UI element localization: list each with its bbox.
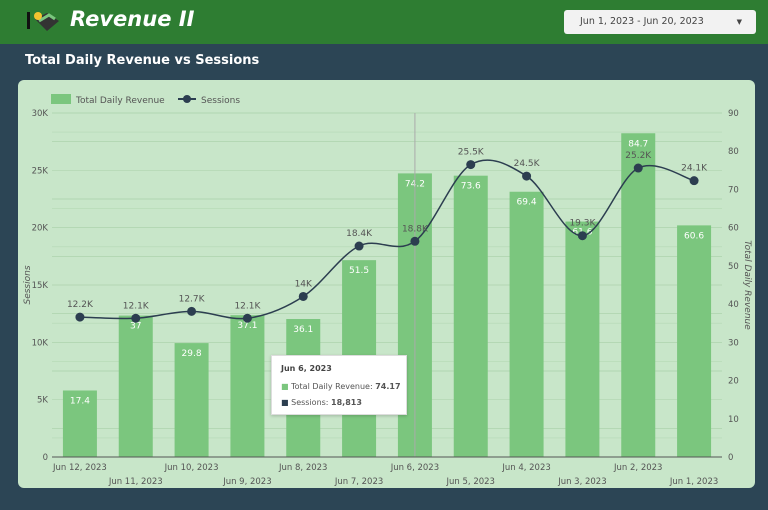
sessions-line <box>79 159 695 320</box>
sessions-data-label: 25.5K <box>458 148 485 158</box>
y2-tick-label: 90 <box>728 109 739 119</box>
y-tick-label: 15K <box>32 281 49 291</box>
y2-axis-title: Total Daily Revenue <box>742 240 752 330</box>
revenue-bar[interactable] <box>621 133 656 457</box>
tooltip-revenue-value: 74.17 <box>375 382 401 391</box>
sessions-point[interactable] <box>522 171 532 181</box>
y-tick-label: 20K <box>32 224 49 234</box>
sessions-point[interactable] <box>354 241 364 251</box>
x-tick-label: Jun 9, 2023 <box>222 477 271 487</box>
revenue-data-label: 51.5 <box>349 266 369 276</box>
date-range-value: Jun 1, 2023 - Jun 20, 2023 <box>580 16 704 27</box>
sessions-point[interactable] <box>466 160 476 170</box>
revenue-bar[interactable] <box>565 221 600 457</box>
chart-tooltip: Jun 6, 2023 ■ Total Daily Revenue: 74.17… <box>271 355 407 415</box>
tooltip-revenue-label: Total Daily Revenue: <box>291 382 373 391</box>
sessions-data-label: 19.3K <box>569 219 596 229</box>
tooltip-date: Jun 6, 2023 <box>281 364 332 373</box>
revenue-bar[interactable] <box>118 315 153 457</box>
chevron-down-icon: ▼ <box>736 18 742 26</box>
y2-tick-label: 70 <box>728 185 739 195</box>
x-tick-label: Jun 4, 2023 <box>501 463 550 473</box>
sessions-point[interactable] <box>75 312 85 322</box>
sessions-point[interactable] <box>577 231 587 241</box>
y-axis-title: Sessions <box>23 265 33 304</box>
legend-sessions[interactable]: Sessions <box>201 96 240 106</box>
legend-marker-sessions <box>183 95 191 103</box>
sessions-data-label: 18.4K <box>346 229 373 239</box>
x-tick-label: Jun 2, 2023 <box>613 463 662 473</box>
sessions-data-label: 12.2K <box>67 300 94 310</box>
sessions-point[interactable] <box>689 176 699 186</box>
tooltip-sessions-label: Sessions: <box>291 398 329 407</box>
x-tick-label: Jun 11, 2023 <box>108 477 163 487</box>
sessions-data-label: 24.5K <box>514 159 541 169</box>
legend-swatch-revenue <box>51 94 71 104</box>
revenue-data-label: 29.8 <box>182 349 202 359</box>
y2-tick-label: 0 <box>728 453 733 463</box>
sessions-point[interactable] <box>633 163 643 173</box>
section-title: Total Daily Revenue vs Sessions <box>25 53 260 68</box>
sessions-point[interactable] <box>187 306 197 316</box>
x-tick-label: Jun 7, 2023 <box>334 477 383 487</box>
header-bar: Revenue II Jun 1, 2023 - Jun 20, 2023 ▼ <box>0 0 768 44</box>
sessions-data-label: 12.1K <box>234 301 261 311</box>
sessions-data-label: 25.2K <box>625 151 652 161</box>
y2-tick-label: 20 <box>728 377 739 387</box>
sessions-point[interactable] <box>131 313 141 323</box>
sessions-point[interactable] <box>242 313 252 323</box>
y-tick-label: 10K <box>32 338 49 348</box>
y2-tick-label: 50 <box>728 262 739 272</box>
dashboard-title: Revenue II <box>70 7 195 31</box>
x-tick-label: Jun 1, 2023 <box>669 477 718 487</box>
revenue-bar[interactable] <box>62 390 97 457</box>
revenue-data-label: 60.6 <box>684 231 704 241</box>
sessions-data-label: 18.8K <box>402 224 429 234</box>
x-tick-label: Jun 10, 2023 <box>164 463 219 473</box>
revenue-data-label: 36.1 <box>293 325 313 335</box>
x-tick-label: Jun 12, 2023 <box>52 463 107 473</box>
tooltip-sessions-value: 18,813 <box>331 398 362 407</box>
sessions-data-label: 14K <box>295 279 313 289</box>
y-tick-label: 30K <box>32 109 49 119</box>
sessions-data-label: 12.7K <box>179 294 206 304</box>
revenue-bar[interactable] <box>230 315 265 457</box>
y-tick-label: 5K <box>37 396 48 406</box>
revenue-data-label: 17.4 <box>70 396 90 406</box>
x-tick-label: Jun 3, 2023 <box>557 477 606 487</box>
legend-revenue[interactable]: Total Daily Revenue <box>75 96 165 106</box>
x-tick-label: Jun 8, 2023 <box>278 463 327 473</box>
revenue-data-label: 73.6 <box>461 182 481 192</box>
y2-tick-label: 60 <box>728 224 739 234</box>
y2-tick-label: 10 <box>728 415 739 425</box>
sessions-point[interactable] <box>410 236 420 246</box>
revenue-bar[interactable] <box>453 175 488 457</box>
y2-tick-label: 40 <box>728 300 739 310</box>
y-tick-label: 25K <box>32 166 49 176</box>
y-tick-label: 0 <box>43 453 48 463</box>
logo-icon <box>27 12 59 31</box>
sessions-point[interactable] <box>298 291 308 301</box>
sessions-data-label: 24.1K <box>681 164 708 174</box>
revenue-data-label: 37 <box>130 322 141 332</box>
revenue-data-label: 37.1 <box>237 321 257 331</box>
revenue-data-label: 69.4 <box>517 198 537 208</box>
revenue-data-label: 84.7 <box>628 139 648 149</box>
date-range-picker[interactable]: Jun 1, 2023 - Jun 20, 2023 ▼ <box>564 10 756 34</box>
revenue-bar[interactable] <box>174 343 209 457</box>
y2-tick-label: 80 <box>728 147 739 157</box>
x-tick-label: Jun 6, 2023 <box>390 463 439 473</box>
sessions-data-label: 12.1K <box>123 301 150 311</box>
x-tick-label: Jun 5, 2023 <box>446 477 495 487</box>
y2-tick-label: 30 <box>728 338 739 348</box>
revenue-bar[interactable] <box>509 191 544 457</box>
revenue-bar[interactable] <box>677 225 712 457</box>
